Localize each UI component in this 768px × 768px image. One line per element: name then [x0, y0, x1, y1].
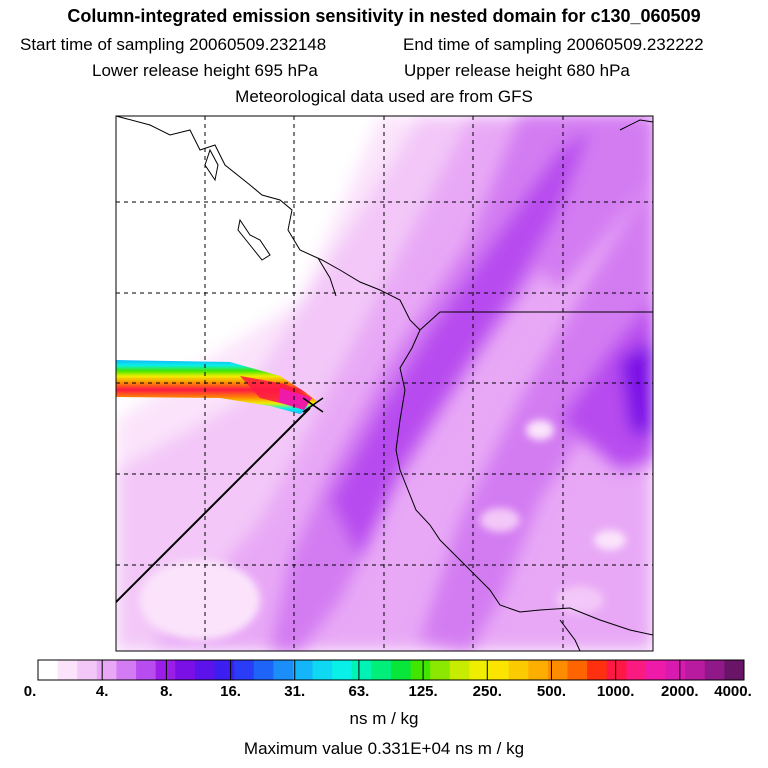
colorbar-swatch — [685, 660, 706, 680]
colorbar-swatch — [273, 660, 294, 680]
colorbar-swatch — [606, 660, 627, 680]
colorbar-label: 250. — [472, 683, 502, 700]
release-upper: Upper release height 680 hPa — [404, 61, 630, 80]
colorbar-swatch — [136, 660, 157, 680]
colorbar-swatch — [449, 660, 470, 680]
maximum-value: Maximum value 0.331E+04 ns m / kg — [243, 739, 525, 758]
colorbar-swatch — [469, 660, 490, 680]
colorbar-swatch — [57, 660, 78, 680]
release-lower: Lower release height 695 hPa — [92, 61, 318, 80]
colorbar-swatch — [489, 660, 510, 680]
colorbar-label: 4. — [95, 683, 109, 700]
release-point-marker — [302, 397, 324, 413]
trajectory-line — [116, 407, 311, 603]
colorbar-swatch — [665, 660, 686, 680]
colorbar-label: 2000. — [661, 683, 699, 700]
colorbar-swatch — [292, 660, 314, 680]
sensitivity-field — [116, 116, 653, 651]
colorbar-swatch — [38, 660, 59, 680]
colorbar-swatch — [96, 660, 117, 680]
sampling-start: Start time of sampling 20060509.232148 — [20, 35, 327, 54]
colorbar-swatch — [253, 660, 274, 680]
colorbar-frame — [37, 659, 745, 681]
colorbar-label: 0. — [23, 683, 37, 700]
colorbar-swatch — [332, 660, 353, 680]
colorbar-swatch — [234, 660, 255, 680]
map-frame — [115, 115, 654, 652]
colorbar-label: 16. — [220, 683, 241, 700]
colorbar-swatch — [371, 660, 392, 680]
colorbar-swatch — [77, 660, 98, 680]
colorbar-units: ns m / kg — [349, 709, 419, 728]
colorbar-swatch — [704, 660, 725, 680]
colorbar-swatch — [312, 660, 333, 680]
emission-plume — [116, 360, 318, 414]
colorbar-label: 8. — [160, 683, 173, 700]
colorbar-swatch — [194, 660, 215, 680]
colorbar-swatch — [587, 660, 608, 680]
colorbar-swatch — [724, 660, 745, 680]
colorbar-label: 1000. — [596, 683, 635, 700]
figure-title: Column-integrated emission sensitivity i… — [67, 6, 701, 26]
colorbar-swatch — [116, 660, 137, 680]
colorbar-label: 4000. — [714, 683, 752, 700]
colorbar-swatch — [155, 660, 176, 680]
sampling-end: End time of sampling 20060509.232222 — [403, 35, 704, 54]
colorbar-label: 63. — [348, 683, 370, 700]
colorbar-swatch — [430, 660, 451, 680]
colorbar-swatch — [410, 660, 431, 680]
colorbar-swatch — [645, 660, 667, 680]
colorbar-swatch — [528, 660, 549, 680]
colorbar-swatch — [547, 660, 568, 680]
colorbar-label: 125. — [408, 683, 438, 700]
colorbar-swatch — [351, 660, 372, 680]
colorbar-swatch — [214, 660, 235, 680]
colorbar-swatch — [508, 660, 529, 680]
colorbar-swatch — [175, 660, 196, 680]
coastline — [116, 116, 653, 651]
colorbar-label: 31. — [284, 683, 306, 700]
lat-lon-grid — [116, 116, 653, 651]
colorbar-swatch — [391, 660, 412, 680]
colorbar-swatch — [567, 660, 588, 680]
met-data-note: Meteorological data used are from GFS — [235, 87, 533, 106]
colorbar — [37, 659, 745, 681]
colorbar-label: 500. — [536, 683, 567, 700]
colorbar-swatch — [626, 660, 647, 680]
